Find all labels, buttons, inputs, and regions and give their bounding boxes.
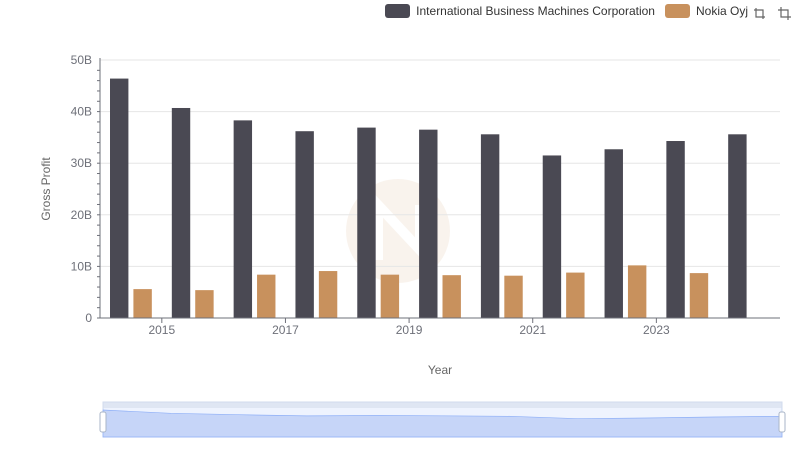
x-axis-label: Year: [428, 363, 452, 377]
bar: [542, 155, 562, 318]
legend-item-ibm[interactable]: International Business Machines Corporat…: [385, 4, 655, 18]
bar: [195, 290, 214, 318]
legend-item-nokia[interactable]: Nokia Oyj: [664, 4, 748, 18]
bar: [627, 265, 647, 318]
zoom-data-shadow: [102, 409, 783, 438]
bar: [480, 134, 500, 318]
y-tick-label: 30B: [71, 156, 92, 170]
legend-label-nokia: Nokia Oyj: [695, 4, 748, 18]
axes: 0 10B 20B 30B 40B 50B 2015 2017 2019 2021 2023: [71, 53, 780, 337]
restore-icon[interactable]: [752, 6, 767, 21]
legend: International Business Machines Corporat…: [385, 4, 748, 18]
zoom-move-handle[interactable]: [103, 402, 782, 408]
data-zoom-slider[interactable]: [99, 401, 786, 438]
y-tick-label: 0: [85, 311, 92, 325]
y-tick-label: 10B: [71, 259, 92, 273]
zoom-selected-range: [103, 408, 782, 437]
bar: [504, 275, 523, 318]
bar: [566, 272, 585, 318]
y-tick-label: 20B: [71, 208, 92, 222]
legend-swatch-ibm: [385, 4, 411, 18]
bar: [380, 274, 400, 318]
x-tick-label: 2017: [272, 323, 299, 337]
bar: [604, 149, 623, 318]
x-tick-label: 2019: [396, 323, 423, 337]
zoom-handle-right[interactable]: [778, 411, 786, 433]
save-as-image-icon[interactable]: [777, 6, 792, 21]
bar: [666, 141, 685, 318]
bar: [442, 275, 461, 318]
x-tick-label: 2023: [643, 323, 670, 337]
bar: [295, 131, 314, 318]
y-tick-label: 40B: [71, 105, 92, 119]
bar: [233, 120, 253, 318]
zoom-handle-left[interactable]: [99, 411, 107, 433]
legend-label-ibm: International Business Machines Corporat…: [416, 4, 655, 18]
x-tick-label: 2021: [519, 323, 546, 337]
bar: [357, 127, 376, 318]
bars: [110, 78, 747, 319]
bar: [419, 129, 438, 318]
bar: [133, 289, 152, 318]
bar: [728, 134, 747, 318]
bar: [689, 273, 709, 318]
y-axis-label: Gross Profit: [39, 157, 53, 221]
bar: [257, 274, 276, 318]
y-tick-label: 50B: [71, 53, 92, 67]
bar: [110, 78, 129, 319]
toolbox: [752, 6, 792, 21]
bar: [171, 107, 191, 318]
legend-swatch-nokia: [664, 4, 690, 18]
bar: [318, 271, 338, 318]
x-tick-label: 2015: [148, 323, 175, 337]
